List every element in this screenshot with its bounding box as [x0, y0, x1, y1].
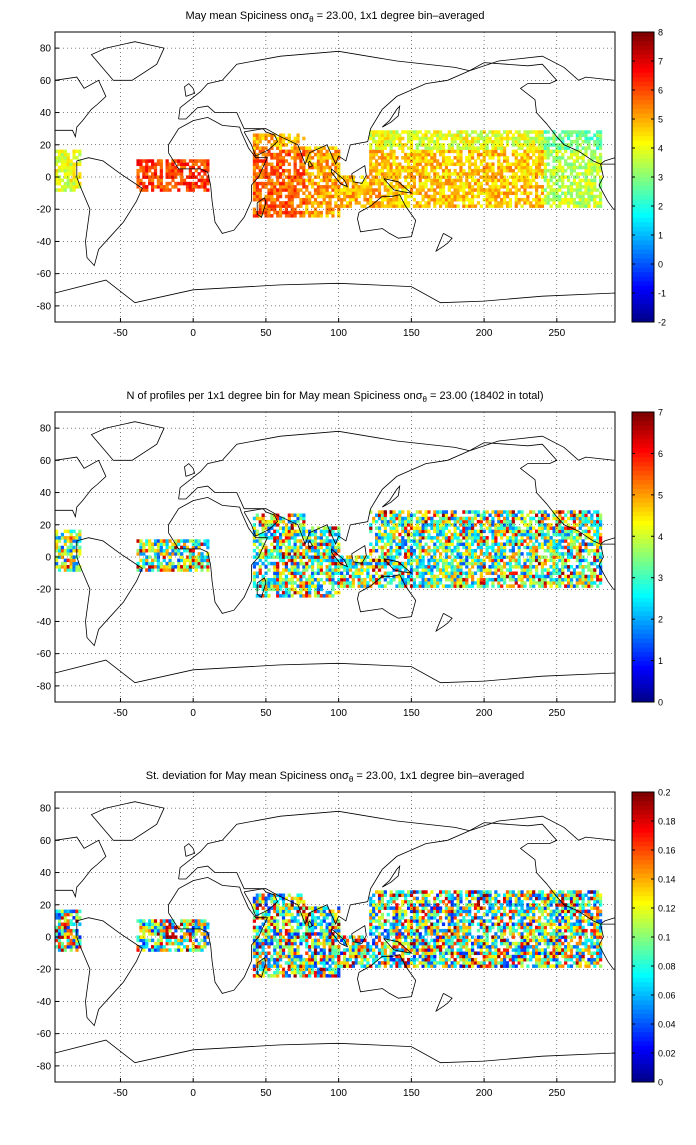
x-tick-label: 250	[548, 1088, 565, 1099]
colorbar-tick-label: 2	[658, 202, 663, 212]
y-tick-label: -20	[37, 965, 52, 976]
x-tick-label: 0	[190, 708, 196, 719]
x-tick-label: 100	[330, 708, 347, 719]
y-tick-label: 40	[40, 108, 52, 119]
colorbar-tick-label: 5	[658, 490, 663, 500]
x-tick-label: 150	[403, 1088, 420, 1099]
y-tick-label: -40	[37, 237, 52, 248]
y-tick-label: 60	[40, 836, 52, 847]
y-tick-label: -20	[37, 205, 52, 216]
colorbar-tick-label: 8	[658, 28, 663, 38]
colorbar-tick-label: 2	[658, 615, 663, 625]
y-tick-label: -60	[37, 649, 52, 660]
colorbar-tick-label: 0.08	[658, 962, 676, 972]
y-tick-label: 80	[40, 804, 52, 815]
colorbar-tick-label: 7	[658, 57, 663, 67]
map-svg: St. deviation for May mean Spiciness onσ…	[0, 760, 696, 1140]
colorbar-tick-label: 0	[658, 1078, 663, 1088]
colorbar-tick-label: 0.2	[658, 788, 671, 798]
x-tick-label: 50	[260, 1088, 272, 1099]
y-tick-label: 0	[45, 553, 51, 564]
y-tick-label: 60	[40, 76, 52, 87]
y-tick-label: 0	[45, 173, 51, 184]
x-tick-label: -50	[113, 1088, 128, 1099]
y-tick-label: -80	[37, 681, 52, 692]
colorbar-tick-label: 3	[658, 173, 663, 183]
map-panel-2: N of profiles per 1x1 degree bin for May…	[0, 380, 696, 760]
y-tick-label: 20	[40, 140, 52, 151]
map-svg: May mean Spiciness onσθ = 23.00, 1x1 deg…	[0, 0, 696, 380]
x-tick-label: 200	[476, 1088, 493, 1099]
x-tick-label: 150	[403, 328, 420, 339]
colorbar: 8 7 6 5 4 3 2 1 0 -1 -2	[632, 28, 666, 328]
y-tick-label: -40	[37, 617, 52, 628]
x-tick-label: 100	[330, 1088, 347, 1099]
x-tick-label: 100	[330, 328, 347, 339]
y-tick-label: 80	[40, 44, 52, 55]
colorbar-tick-label: 0.18	[658, 817, 676, 827]
colorbar-tick-label: 0.16	[658, 846, 676, 856]
colorbar-tick-label: -2	[658, 318, 666, 328]
x-tick-label: 250	[548, 708, 565, 719]
colorbar-tick-label: 1	[658, 656, 663, 666]
y-tick-label: 0	[45, 933, 51, 944]
y-tick-label: 40	[40, 868, 52, 879]
y-tick-label: 20	[40, 520, 52, 531]
x-tick-label: 0	[190, 328, 196, 339]
colorbar-tick-label: 0.1	[658, 933, 671, 943]
panel-title: St. deviation for May mean Spiciness onσ…	[146, 770, 524, 784]
x-tick-label: 250	[548, 328, 565, 339]
colorbar-tick-label: 0.02	[658, 1049, 676, 1059]
y-tick-label: -60	[37, 1029, 52, 1040]
y-tick-label: 20	[40, 900, 52, 911]
x-tick-label: -50	[113, 328, 128, 339]
y-tick-label: 60	[40, 456, 52, 467]
colorbar-tick-label: 4	[658, 532, 663, 542]
x-tick-label: 50	[260, 328, 272, 339]
map-panel-3: St. deviation for May mean Spiciness onσ…	[0, 760, 696, 1140]
map-svg: N of profiles per 1x1 degree bin for May…	[0, 380, 696, 760]
panel-title: May mean Spiciness onσθ = 23.00, 1x1 deg…	[186, 10, 485, 24]
y-tick-label: -80	[37, 301, 52, 312]
x-tick-label: 150	[403, 708, 420, 719]
colorbar-tick-label: 0	[658, 260, 663, 270]
colorbar-tick-label: 7	[658, 408, 663, 418]
y-tick-label: -20	[37, 585, 52, 596]
colorbar-tick-label: 6	[658, 86, 663, 96]
x-tick-label: 200	[476, 708, 493, 719]
map-panel-1: May mean Spiciness onσθ = 23.00, 1x1 deg…	[0, 0, 696, 380]
colorbar: 7 6 5 4 3 2 1 0	[632, 408, 663, 708]
colorbar-tick-label: 3	[658, 573, 663, 583]
x-tick-label: 0	[190, 1088, 196, 1099]
colorbar-tick-label: 0.14	[658, 875, 676, 885]
y-tick-label: -80	[37, 1061, 52, 1072]
colorbar-tick-label: 1	[658, 231, 663, 241]
y-tick-label: -40	[37, 997, 52, 1008]
y-tick-label: 40	[40, 488, 52, 499]
x-tick-label: 200	[476, 328, 493, 339]
colorbar-tick-label: 5	[658, 115, 663, 125]
y-tick-label: 80	[40, 424, 52, 435]
colorbar-tick-label: 0	[658, 698, 663, 708]
colorbar-tick-label: 0.04	[658, 1020, 676, 1030]
colorbar-tick-label: -1	[658, 289, 666, 299]
x-tick-label: -50	[113, 708, 128, 719]
colorbar-tick-label: 4	[658, 144, 663, 154]
colorbar-tick-label: 6	[658, 449, 663, 459]
colorbar-tick-label: 0.12	[658, 904, 676, 914]
panel-title: N of profiles per 1x1 degree bin for May…	[127, 390, 544, 404]
x-tick-label: 50	[260, 708, 272, 719]
y-tick-label: -60	[37, 269, 52, 280]
colorbar-tick-label: 0.06	[658, 991, 676, 1001]
colorbar: 0.2 0.18 0.16 0.14 0.12 0.1 0.08 0.06 0.04 0.02 0	[632, 788, 676, 1088]
